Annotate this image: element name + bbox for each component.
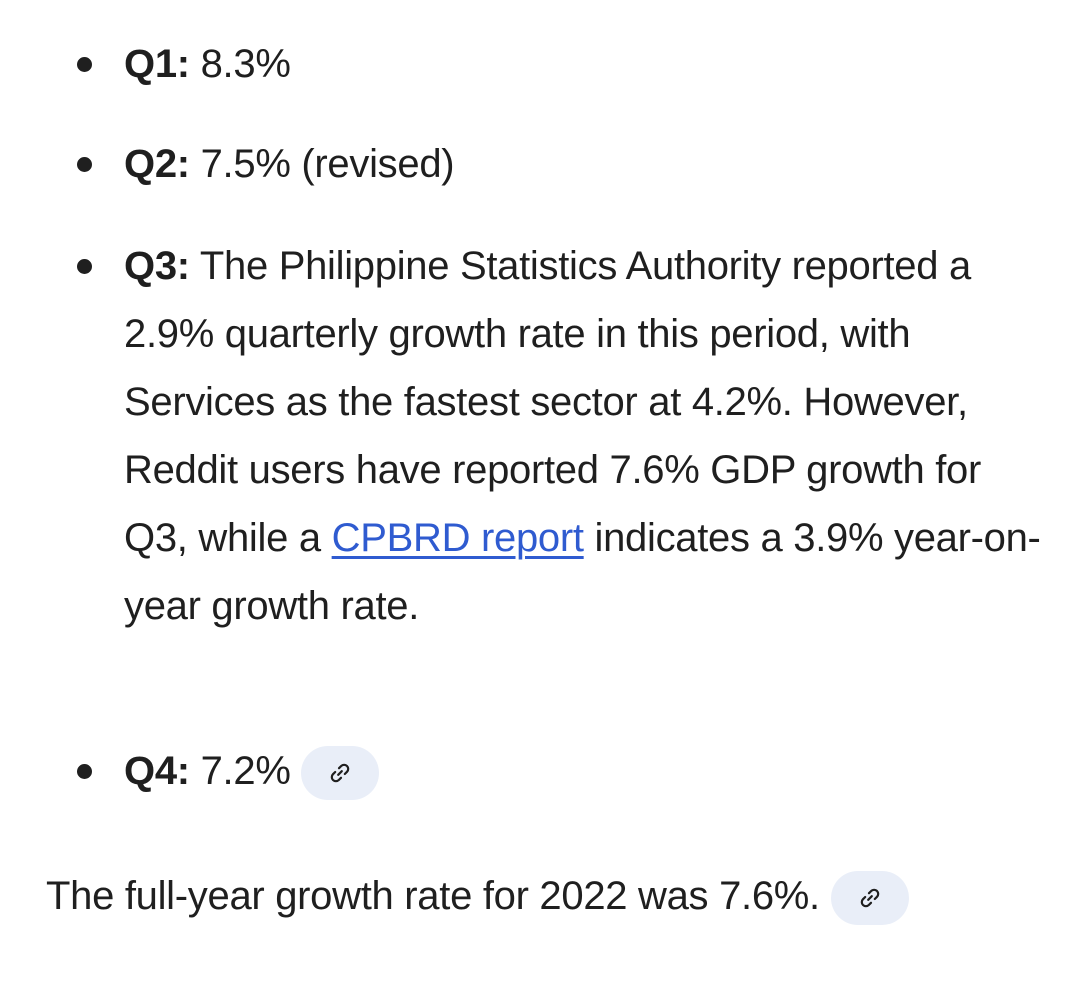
source-link-button[interactable] <box>301 746 380 801</box>
bullet-dot <box>77 157 92 172</box>
list-item-q1: Q1: 8.3% <box>77 30 1044 98</box>
quarter-value: 7.2% <box>200 749 291 793</box>
link-icon <box>860 889 879 908</box>
bullet-dot <box>77 764 92 779</box>
list-item-q2: Q2: 7.5% (revised) <box>77 130 1044 198</box>
quarter-value: 7.5% (revised) <box>200 142 455 186</box>
bullet-dot <box>77 57 92 72</box>
quarter-value: 8.3% <box>200 42 291 86</box>
summary-text: The full-year growth rate for 2022 was 7… <box>46 874 820 918</box>
list-item-q4: Q4: 7.2% <box>77 737 1044 805</box>
source-link-button[interactable] <box>830 871 909 926</box>
summary-paragraph: The full-year growth rate for 2022 was 7… <box>46 862 909 930</box>
quarter-label: Q3: <box>124 244 190 288</box>
quarter-label: Q2: <box>124 142 190 186</box>
quarter-label: Q4: <box>124 749 190 793</box>
quarter-text-continued: indicates a 3.9% year-on-year growth rat… <box>124 516 1041 628</box>
list-item-q3: Q3: The Philippine Statistics Authority … <box>77 232 1044 640</box>
quarter-text: The Philippine Statistics Authority repo… <box>124 244 982 560</box>
cpbrd-report-link[interactable]: CPBRD report <box>331 516 584 560</box>
quarter-label: Q1: <box>124 42 190 86</box>
link-icon <box>331 764 350 783</box>
bullet-dot <box>77 259 92 274</box>
